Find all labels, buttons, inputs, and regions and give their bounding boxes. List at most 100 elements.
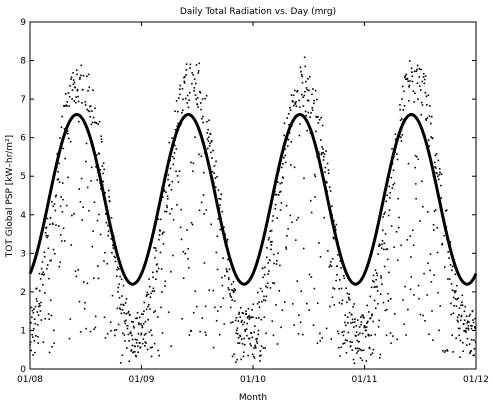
data-point bbox=[320, 153, 323, 156]
data-point bbox=[371, 313, 373, 316]
data-point bbox=[201, 98, 204, 100]
data-point bbox=[320, 139, 322, 141]
data-point bbox=[258, 355, 261, 357]
data-point bbox=[183, 76, 185, 79]
data-point bbox=[434, 209, 437, 211]
data-point bbox=[206, 120, 208, 123]
data-point bbox=[302, 96, 304, 99]
data-point bbox=[288, 131, 291, 134]
data-point bbox=[30, 306, 33, 309]
data-point bbox=[147, 305, 149, 308]
data-point bbox=[473, 326, 476, 328]
data-point bbox=[68, 337, 71, 340]
data-point bbox=[48, 318, 51, 320]
data-point bbox=[69, 318, 72, 320]
data-point bbox=[32, 328, 35, 330]
data-point bbox=[36, 311, 39, 313]
x-tick-label: 01/12 bbox=[463, 375, 489, 385]
data-point bbox=[306, 99, 309, 102]
data-point bbox=[433, 210, 436, 212]
data-point bbox=[366, 322, 368, 324]
data-point bbox=[264, 299, 267, 302]
data-point bbox=[132, 321, 135, 323]
data-point bbox=[168, 141, 171, 144]
data-point bbox=[226, 238, 229, 241]
data-point bbox=[180, 238, 183, 241]
data-point bbox=[56, 178, 59, 181]
data-point bbox=[124, 340, 126, 342]
data-point bbox=[353, 362, 356, 365]
data-point bbox=[263, 295, 265, 298]
data-point bbox=[270, 248, 272, 251]
data-point bbox=[52, 248, 55, 251]
data-point bbox=[199, 102, 202, 104]
data-point bbox=[430, 115, 433, 118]
data-point bbox=[149, 308, 151, 310]
data-point bbox=[365, 360, 368, 362]
data-point bbox=[118, 268, 120, 270]
data-point bbox=[451, 289, 454, 292]
data-point bbox=[281, 309, 284, 312]
data-point bbox=[472, 354, 475, 357]
data-point bbox=[418, 68, 421, 70]
data-point bbox=[33, 308, 35, 310]
data-point bbox=[172, 218, 175, 221]
data-point bbox=[88, 110, 91, 113]
data-point bbox=[369, 317, 372, 319]
data-point bbox=[372, 274, 375, 277]
data-point bbox=[86, 282, 89, 285]
data-point bbox=[293, 166, 296, 169]
data-point bbox=[331, 205, 333, 208]
data-point bbox=[147, 318, 150, 321]
data-point bbox=[464, 305, 467, 308]
data-point bbox=[364, 335, 367, 338]
data-point bbox=[344, 321, 346, 324]
data-point bbox=[159, 218, 162, 221]
data-point bbox=[112, 247, 115, 249]
data-point bbox=[382, 248, 385, 251]
data-point bbox=[35, 287, 38, 290]
data-point bbox=[369, 295, 372, 298]
data-point bbox=[321, 337, 324, 339]
data-point bbox=[173, 152, 176, 154]
data-point bbox=[332, 236, 335, 239]
data-point bbox=[89, 115, 91, 118]
data-point bbox=[71, 98, 73, 100]
data-point bbox=[435, 152, 438, 155]
data-point bbox=[401, 85, 404, 88]
data-point bbox=[309, 76, 311, 78]
data-point bbox=[316, 342, 319, 344]
data-point bbox=[235, 332, 237, 335]
data-point bbox=[253, 357, 256, 359]
data-point bbox=[212, 149, 214, 152]
data-point bbox=[427, 94, 430, 97]
y-tick-label: 0 bbox=[20, 365, 26, 375]
data-point bbox=[396, 338, 398, 341]
data-point bbox=[225, 268, 228, 270]
data-point bbox=[183, 80, 186, 83]
data-point bbox=[193, 89, 195, 92]
data-point bbox=[229, 294, 232, 297]
data-point bbox=[230, 296, 233, 298]
data-point bbox=[76, 88, 79, 91]
data-point bbox=[462, 350, 464, 353]
data-point bbox=[138, 323, 140, 326]
data-point bbox=[159, 230, 161, 232]
data-point bbox=[377, 253, 380, 255]
data-point bbox=[41, 273, 44, 276]
data-point bbox=[417, 284, 420, 287]
data-point bbox=[443, 234, 446, 237]
data-point bbox=[85, 327, 88, 330]
data-point bbox=[349, 298, 351, 301]
data-point bbox=[386, 258, 389, 261]
data-point bbox=[418, 85, 421, 87]
data-point bbox=[228, 288, 230, 291]
data-point bbox=[287, 228, 289, 230]
data-point bbox=[155, 249, 157, 252]
data-point bbox=[438, 168, 441, 170]
data-point bbox=[291, 221, 293, 224]
data-point bbox=[63, 105, 66, 107]
data-point bbox=[148, 331, 151, 333]
data-point bbox=[231, 355, 234, 358]
